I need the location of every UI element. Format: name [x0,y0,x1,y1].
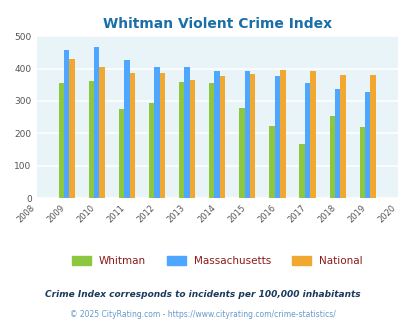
Text: © 2025 CityRating.com - https://www.cityrating.com/crime-statistics/: © 2025 CityRating.com - https://www.city… [70,311,335,319]
Bar [239,108,244,198]
Bar [184,67,190,198]
Bar [58,82,64,198]
Bar [359,127,364,198]
Bar [370,75,375,198]
Bar [364,92,370,198]
Bar [190,80,195,198]
Title: Whitman Violent Crime Index: Whitman Violent Crime Index [102,17,331,31]
Bar [99,67,104,198]
Bar [129,73,135,198]
Bar [124,60,129,198]
Bar [94,47,99,198]
Bar [298,144,304,198]
Bar [179,82,184,198]
Legend: Whitman, Massachusetts, National: Whitman, Massachusetts, National [67,252,366,270]
Bar [159,73,165,198]
Bar [214,71,220,198]
Bar [329,116,334,198]
Bar [309,71,315,198]
Bar [154,67,159,198]
Bar [220,77,225,198]
Bar [69,59,75,198]
Text: Crime Index corresponds to incidents per 100,000 inhabitants: Crime Index corresponds to incidents per… [45,290,360,299]
Bar [209,83,214,198]
Bar [334,89,339,198]
Bar [149,103,154,198]
Bar [279,70,285,198]
Bar [269,126,274,198]
Bar [88,81,94,198]
Bar [64,50,69,198]
Bar [339,75,345,198]
Bar [304,83,309,198]
Bar [249,74,255,198]
Bar [118,109,124,198]
Bar [244,71,249,198]
Bar [274,77,279,198]
